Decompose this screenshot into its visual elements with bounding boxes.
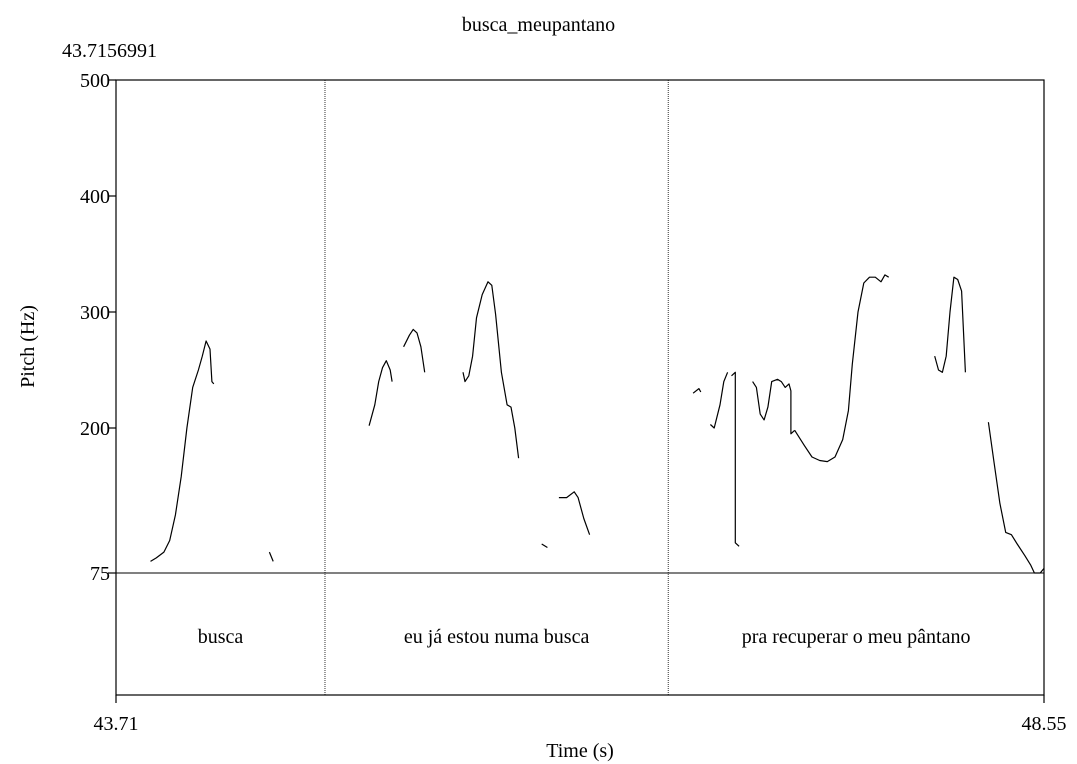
chart-subtitle: busca_meupantano — [461, 14, 616, 36]
segment-label: pra recuperar o meu pântano — [742, 626, 971, 648]
pitch-contour — [541, 543, 548, 549]
y-tick-label: 200 — [80, 418, 110, 440]
plot-frame — [115, 79, 1045, 696]
x-tick-label: 43.71 — [94, 713, 139, 735]
start-time-readout: 43.7156991 — [62, 40, 157, 62]
pitch-contour — [934, 276, 966, 373]
pitch-contour — [987, 422, 1045, 574]
pitch-contour — [150, 340, 215, 562]
x-tick-label: 48.55 — [1022, 713, 1067, 735]
pitch-contour — [462, 281, 520, 459]
y-tick-label: 75 — [90, 563, 110, 585]
pitch-contour — [268, 551, 274, 562]
y-axis-label: Pitch (Hz) — [17, 305, 39, 388]
pitch-contour — [368, 360, 393, 426]
pitch-contour — [692, 388, 702, 394]
y-tick-label: 500 — [80, 70, 110, 92]
y-tick-label: 300 — [80, 302, 110, 324]
pitch-contour — [403, 328, 426, 373]
pitch-contour — [709, 372, 729, 429]
segment-label: eu já estou numa busca — [404, 626, 590, 648]
segment-label: busca — [198, 626, 244, 648]
pitch-contour — [731, 371, 740, 547]
pitch-contour — [752, 378, 796, 435]
x-axis-label: Time (s) — [546, 740, 614, 762]
pitch-contour — [558, 491, 591, 535]
pitch-contour — [794, 274, 890, 463]
y-tick-label: 400 — [80, 186, 110, 208]
